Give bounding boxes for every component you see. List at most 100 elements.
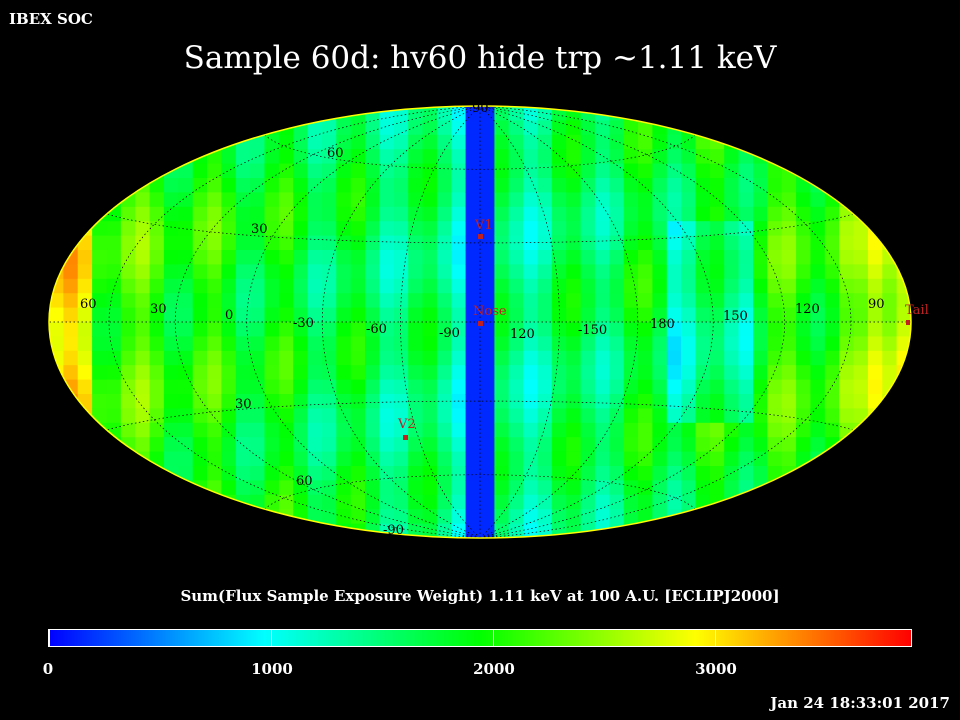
map-cell — [724, 509, 740, 525]
map-cell — [379, 192, 395, 208]
map-cell — [250, 322, 266, 337]
colorbar-tick — [271, 630, 272, 646]
map-cell — [882, 322, 898, 337]
map-cell — [781, 437, 797, 453]
map-cell — [379, 422, 395, 438]
map-cell — [508, 293, 524, 309]
map-cell — [695, 408, 711, 424]
map-cell — [566, 422, 582, 438]
map-cell — [796, 509, 812, 525]
map-cell — [192, 494, 208, 510]
map-cell — [609, 422, 625, 438]
map-cell — [882, 206, 898, 222]
map-cell — [465, 235, 481, 251]
map-cell — [322, 466, 337, 481]
map-cell — [278, 178, 294, 193]
map-cell — [77, 178, 93, 193]
map-cell — [235, 264, 251, 280]
map-cell — [465, 379, 481, 395]
map-cell — [810, 494, 826, 510]
map-cell — [695, 106, 711, 121]
map-cell — [63, 120, 79, 136]
map-cell — [393, 192, 409, 208]
map-cell — [135, 250, 151, 265]
map-cell — [767, 408, 783, 424]
map-cell — [666, 466, 682, 481]
map-cell — [336, 451, 352, 467]
map-cell — [566, 523, 582, 538]
map-cell — [422, 365, 438, 381]
map-cell — [523, 264, 539, 280]
map-cell — [810, 250, 826, 265]
map-cell — [250, 192, 266, 208]
map-cell — [92, 221, 108, 237]
map-cell — [106, 509, 122, 525]
map-cell — [638, 264, 653, 280]
marker-nose: Nose — [473, 304, 507, 326]
map-cell — [336, 250, 352, 265]
map-cell — [767, 206, 783, 222]
map-cell — [767, 523, 783, 538]
map-cell — [278, 408, 294, 424]
map-cell — [537, 451, 553, 467]
map-cell — [609, 264, 625, 280]
map-cell — [609, 379, 625, 395]
map-cell — [135, 365, 151, 381]
map-cell — [695, 221, 711, 237]
map-cell — [695, 350, 711, 366]
map-cell — [638, 293, 653, 309]
map-cell — [379, 221, 395, 237]
map-cell — [623, 192, 639, 208]
map-cell — [49, 408, 64, 424]
map-cell — [106, 235, 122, 251]
map-cell — [753, 106, 768, 121]
map-cell — [436, 336, 452, 352]
map-cell — [896, 523, 911, 538]
map-cell — [322, 336, 337, 352]
map-cell — [594, 494, 610, 510]
map-cell — [566, 480, 582, 496]
map-cell — [709, 365, 725, 381]
map-cell — [120, 206, 136, 222]
map-cell — [709, 120, 725, 136]
map-cell — [638, 120, 653, 136]
map-cell — [867, 307, 883, 323]
map-cell — [336, 106, 352, 121]
map-cell — [350, 134, 366, 150]
map-cell — [652, 250, 668, 265]
map-cell — [580, 509, 596, 525]
map-cell — [393, 394, 409, 409]
map-cell — [508, 134, 524, 150]
map-cell — [551, 350, 567, 366]
map-cell — [523, 250, 539, 265]
map-cell — [250, 178, 266, 193]
map-cell — [695, 192, 711, 208]
map-cell — [738, 163, 754, 179]
map-cell — [652, 437, 668, 453]
map-cell — [882, 278, 898, 294]
map-cell — [709, 451, 725, 467]
map-cell — [178, 250, 194, 265]
map-cell — [537, 221, 553, 237]
map-cell — [49, 134, 64, 150]
map-cell — [796, 365, 812, 381]
map-cell — [264, 480, 280, 496]
map-cell — [365, 120, 381, 136]
map-cell — [594, 221, 610, 237]
map-cell — [652, 293, 668, 309]
map-cell — [867, 221, 883, 237]
map-cell — [221, 206, 237, 222]
map-cell — [293, 264, 309, 280]
map-cell — [336, 264, 352, 280]
map-cell — [178, 307, 194, 323]
map-cell — [580, 235, 596, 251]
map-cell — [537, 206, 553, 222]
map-cell — [695, 163, 711, 179]
map-cell — [767, 120, 783, 136]
map-cell — [63, 365, 79, 381]
map-cell — [49, 235, 64, 251]
map-cell — [882, 149, 898, 165]
map-cell — [436, 523, 452, 538]
map-cell — [278, 192, 294, 208]
map-cell — [63, 106, 79, 121]
